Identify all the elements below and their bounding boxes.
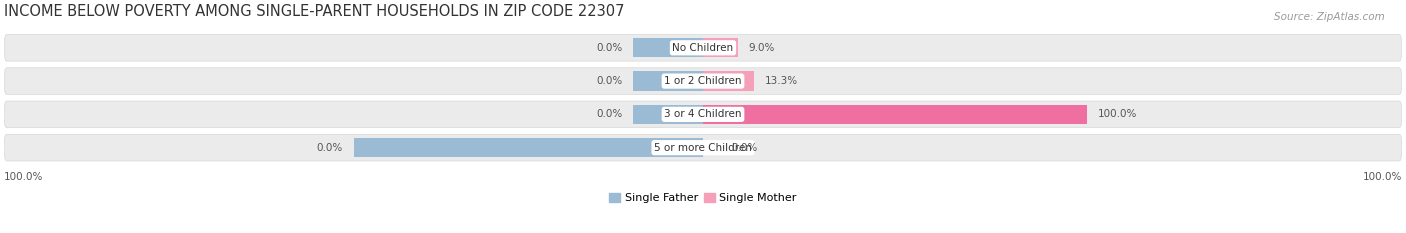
FancyBboxPatch shape bbox=[4, 68, 1402, 94]
Text: 5 or more Children: 5 or more Children bbox=[654, 143, 752, 153]
Bar bbox=[633, 105, 703, 124]
Legend: Single Father, Single Mother: Single Father, Single Mother bbox=[605, 188, 801, 208]
Text: Source: ZipAtlas.com: Source: ZipAtlas.com bbox=[1274, 12, 1385, 22]
Bar bbox=[703, 72, 754, 91]
Bar bbox=[703, 105, 1087, 124]
Bar bbox=[633, 72, 703, 91]
Text: 100.0%: 100.0% bbox=[1098, 109, 1137, 119]
FancyBboxPatch shape bbox=[4, 101, 1402, 128]
Text: 100.0%: 100.0% bbox=[4, 172, 44, 182]
Text: 0.0%: 0.0% bbox=[596, 109, 623, 119]
Bar bbox=[353, 138, 703, 157]
Text: 100.0%: 100.0% bbox=[1362, 172, 1402, 182]
Text: 9.0%: 9.0% bbox=[748, 43, 775, 53]
FancyBboxPatch shape bbox=[4, 134, 1402, 161]
Text: 13.3%: 13.3% bbox=[765, 76, 797, 86]
Text: No Children: No Children bbox=[672, 43, 734, 53]
Text: 0.0%: 0.0% bbox=[316, 143, 343, 153]
Text: INCOME BELOW POVERTY AMONG SINGLE-PARENT HOUSEHOLDS IN ZIP CODE 22307: INCOME BELOW POVERTY AMONG SINGLE-PARENT… bbox=[4, 4, 624, 19]
Text: 0.0%: 0.0% bbox=[731, 143, 758, 153]
FancyBboxPatch shape bbox=[4, 34, 1402, 61]
Text: 1 or 2 Children: 1 or 2 Children bbox=[664, 76, 742, 86]
Text: 0.0%: 0.0% bbox=[596, 43, 623, 53]
Bar bbox=[703, 38, 738, 58]
Text: 3 or 4 Children: 3 or 4 Children bbox=[664, 109, 742, 119]
Bar bbox=[633, 38, 703, 58]
Text: 0.0%: 0.0% bbox=[596, 76, 623, 86]
